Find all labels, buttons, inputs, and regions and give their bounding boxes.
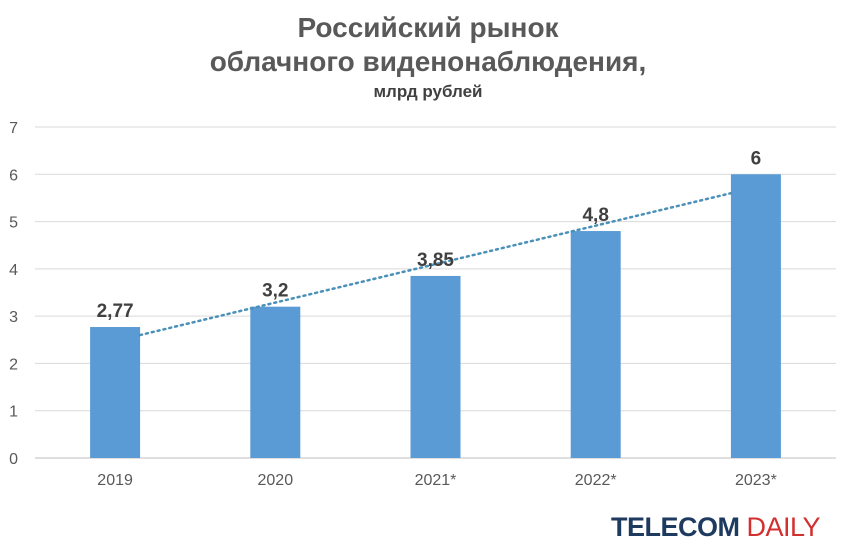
telecom-daily-logo: TELECOM DAILY — [610, 512, 821, 543]
bar-2020 — [250, 306, 301, 458]
x-tick-label-2022*: 2022* — [575, 472, 617, 489]
bar-2019 — [90, 327, 141, 458]
y-tick-label-6: 6 — [9, 167, 18, 184]
x-tick-label-2023*: 2023* — [735, 472, 777, 489]
chart-title-line-2: облачного виденонаблюдения, — [209, 46, 647, 77]
logo-part-daily: DAILY — [746, 512, 820, 542]
data-label-2019: 2,77 — [97, 301, 134, 322]
y-tick-label-4: 4 — [9, 262, 18, 279]
chart-title-line-1: Российский рынок — [297, 12, 559, 43]
y-tick-label-7: 7 — [9, 120, 18, 137]
x-axis-ticks: 2019 2020 2021* 2022* 2023* — [97, 472, 777, 489]
bar-2023* — [730, 174, 781, 459]
trendline-group — [138, 191, 733, 337]
x-tick-label-2021*: 2021* — [415, 472, 457, 489]
bars — [90, 174, 781, 459]
y-tick-label-0: 0 — [9, 451, 18, 468]
chart-subtitle: млрд рублей — [373, 82, 483, 101]
x-tick-label-2019: 2019 — [97, 472, 133, 489]
x-tick-label-2020: 2020 — [258, 472, 294, 489]
trendline — [138, 191, 733, 337]
data-label-2020: 3,2 — [262, 281, 288, 302]
y-tick-label-1: 1 — [9, 404, 18, 421]
y-tick-label-2: 2 — [9, 356, 18, 373]
data-label-2022*: 4,8 — [582, 205, 608, 226]
y-tick-label-5: 5 — [9, 215, 18, 232]
bar-2022* — [570, 231, 621, 458]
logo-part-telecom: TELECOM — [610, 512, 740, 542]
y-axis-ticks: 0 1 2 3 4 5 6 7 — [9, 120, 18, 468]
data-label-2023*: 6 — [751, 148, 762, 169]
y-tick-label-3: 3 — [9, 309, 18, 326]
data-labels: 2,77 3,2 3,85 4,8 6 — [97, 148, 762, 322]
data-label-2021*: 3,85 — [417, 250, 454, 271]
bar-2021* — [410, 275, 461, 458]
